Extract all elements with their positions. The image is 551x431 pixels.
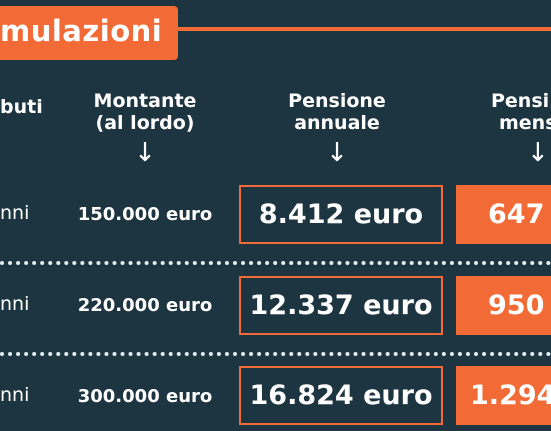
page-title: mulazioni (0, 14, 163, 48)
title-divider-line (178, 27, 551, 31)
header-montante-line2: (al lordo) (95, 112, 195, 134)
row-divider (0, 261, 551, 265)
header-annuale: Pensione annuale ↓ (270, 90, 404, 168)
pensione-mensile-box: 1.294 e (456, 366, 551, 425)
arrow-down-icon: ↓ (326, 138, 348, 168)
row-label: nni (0, 293, 30, 315)
pensione-mensile-box: 950 e (456, 276, 551, 335)
header-mensile-line2: mens (499, 112, 551, 134)
header-annuale-line2: annuale (294, 112, 380, 134)
header-montante: Montante (al lordo) ↓ (78, 90, 212, 168)
row-label: nni (0, 384, 30, 406)
montante-value: 300.000 euro (77, 386, 213, 407)
header-contributi: buti (0, 96, 45, 118)
arrow-down-icon: ↓ (527, 138, 549, 168)
header-mensile: Pensi mens ↓ (485, 90, 551, 168)
row-divider (0, 352, 551, 356)
header-montante-line1: Montante (93, 90, 197, 112)
montante-value: 150.000 euro (77, 204, 213, 225)
header-annuale-line1: Pensione (288, 90, 386, 112)
montante-value: 220.000 euro (77, 295, 213, 316)
row-label: nni (0, 202, 30, 224)
pensione-mensile-box: 647 e (456, 185, 551, 244)
pensione-annuale-box: 8.412 euro (239, 185, 443, 244)
header-contributi-line1: buti (0, 96, 43, 118)
arrow-down-icon: ↓ (134, 138, 156, 168)
pensione-annuale-box: 16.824 euro (239, 366, 443, 425)
header-mensile-line1: Pensi (491, 90, 550, 112)
title-banner: mulazioni (0, 6, 178, 60)
pensione-annuale-box: 12.337 euro (239, 276, 443, 335)
